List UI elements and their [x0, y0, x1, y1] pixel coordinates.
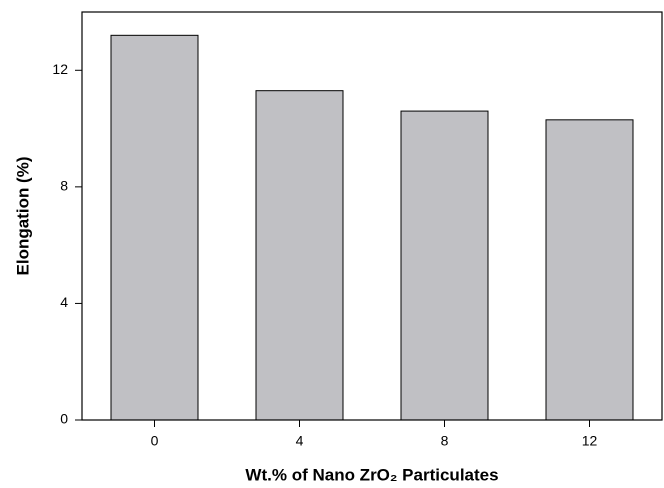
y-tick-label: 4	[60, 294, 68, 310]
x-axis-title: Wt.% of Nano ZrO₂ Particulates	[245, 465, 498, 484]
y-tick-label: 12	[52, 61, 68, 77]
x-tick-label: 4	[296, 433, 304, 449]
x-tick-label: 12	[582, 433, 598, 449]
bar	[545, 119, 634, 421]
bar	[110, 34, 199, 421]
x-tick-label: 0	[151, 433, 159, 449]
bar	[400, 110, 489, 421]
y-axis-title: Elongation (%)	[13, 157, 32, 276]
y-tick-label: 0	[60, 411, 68, 427]
bar	[255, 90, 344, 421]
plot-frame	[81, 11, 663, 421]
y-tick-label: 8	[60, 178, 68, 194]
x-tick-label: 8	[441, 433, 449, 449]
